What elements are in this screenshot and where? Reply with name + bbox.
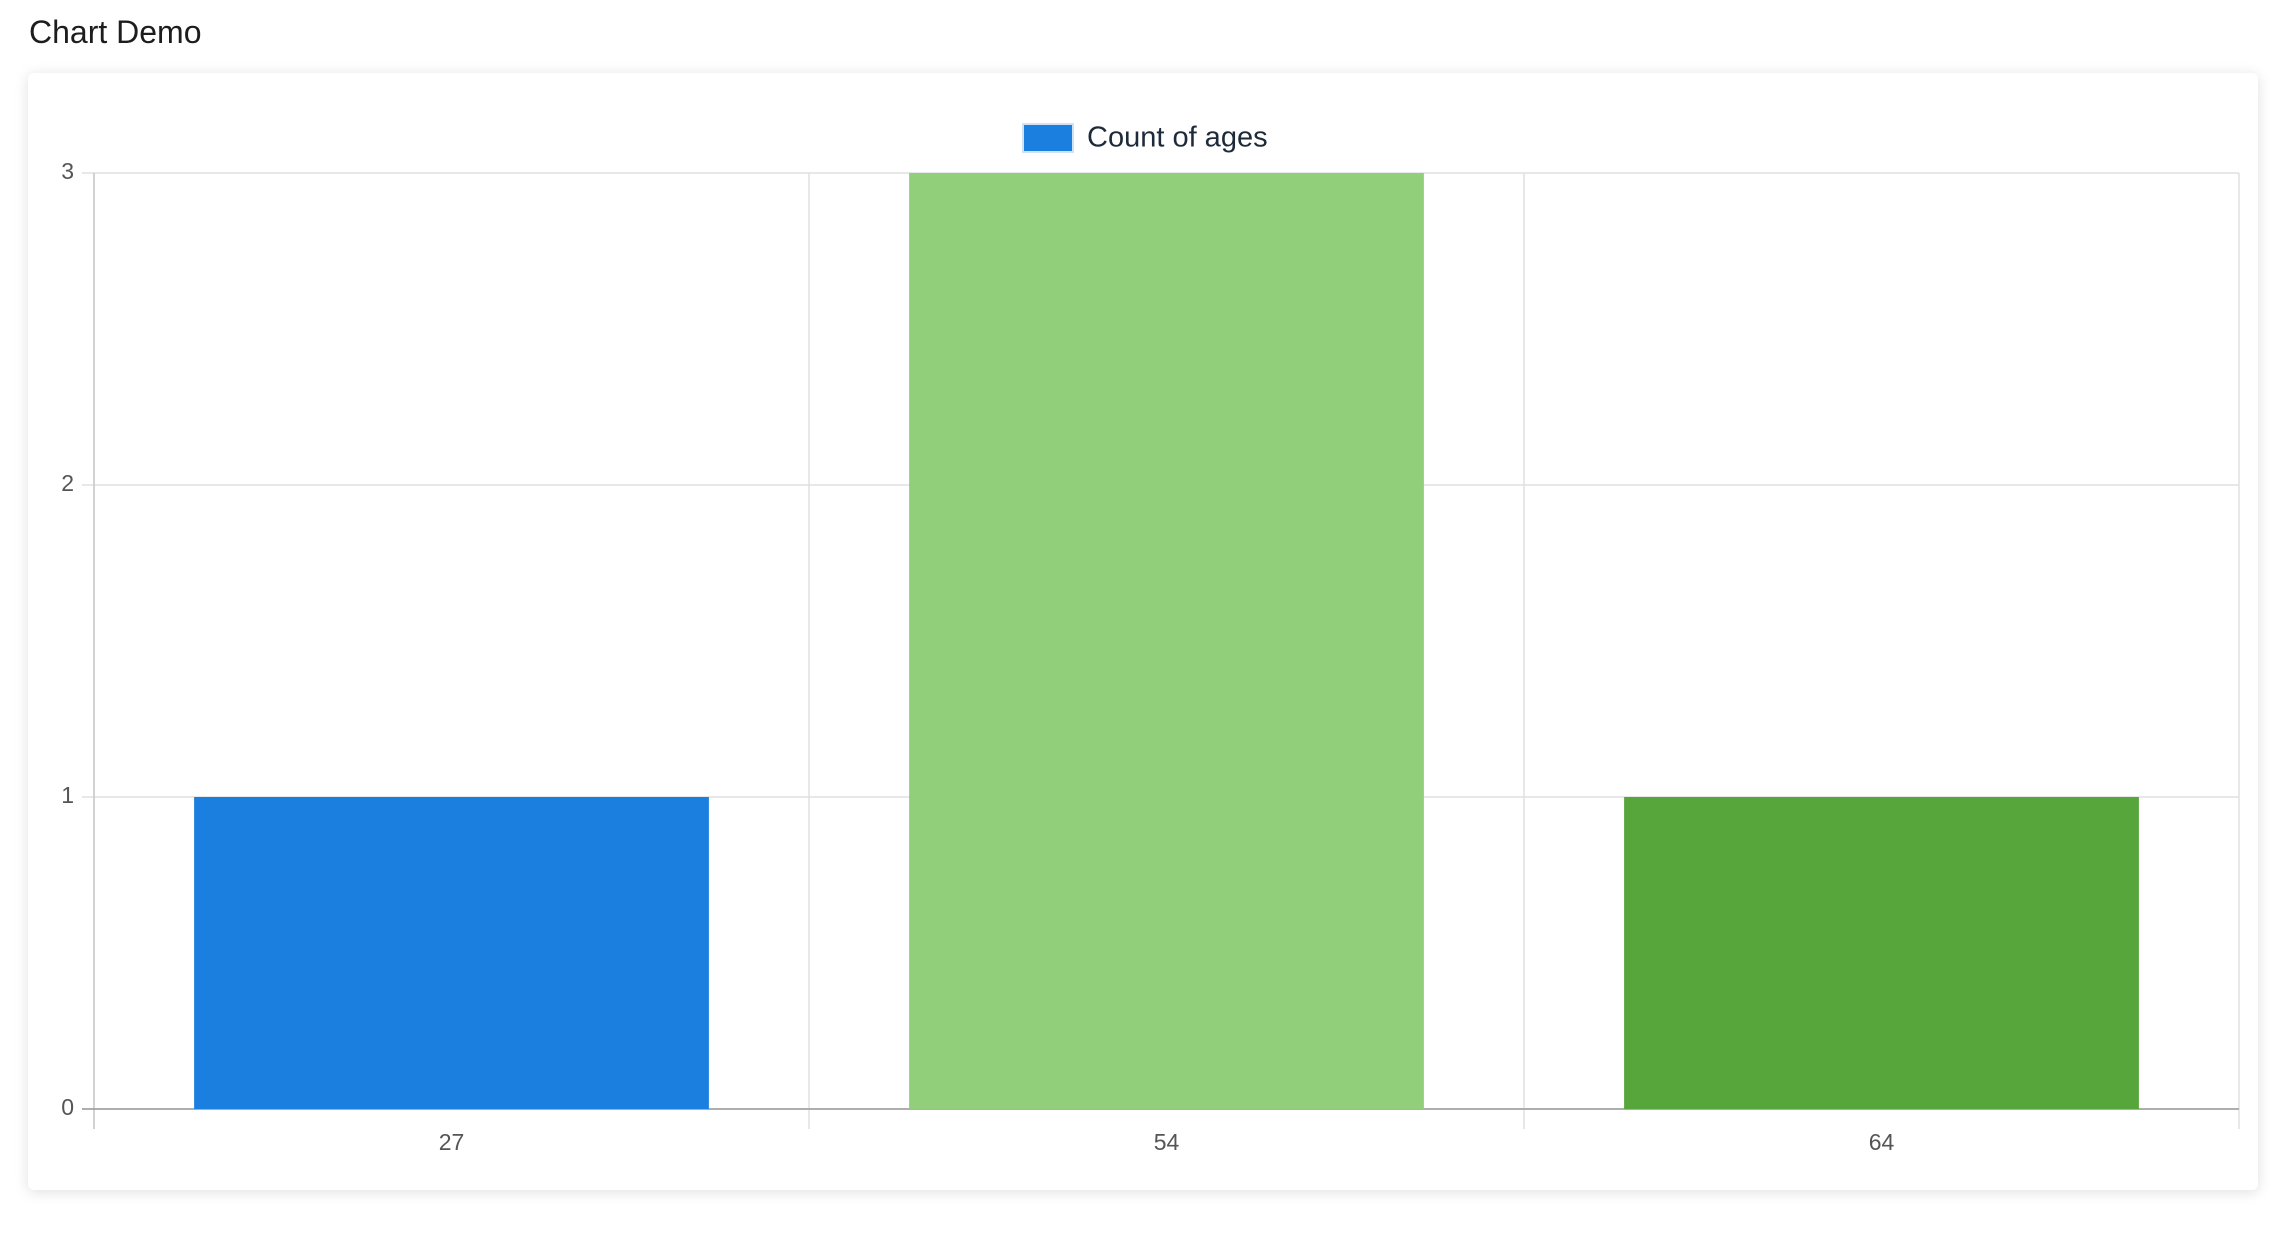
y-tick-label: 0	[61, 1094, 74, 1120]
legend-swatch	[1022, 123, 1074, 153]
legend-label: Count of ages	[1087, 122, 1268, 154]
bar	[909, 173, 1424, 1109]
y-tick-label: 3	[61, 158, 74, 184]
x-tick-label: 54	[1154, 1129, 1180, 1155]
bar	[194, 797, 709, 1109]
x-tick-label: 64	[1869, 1129, 1895, 1155]
page-title: Chart Demo	[29, 14, 202, 50]
bar	[1624, 797, 2139, 1109]
y-tick-label: 2	[61, 470, 74, 496]
x-tick-label: 27	[439, 1129, 465, 1155]
y-tick-label: 1	[61, 782, 74, 808]
